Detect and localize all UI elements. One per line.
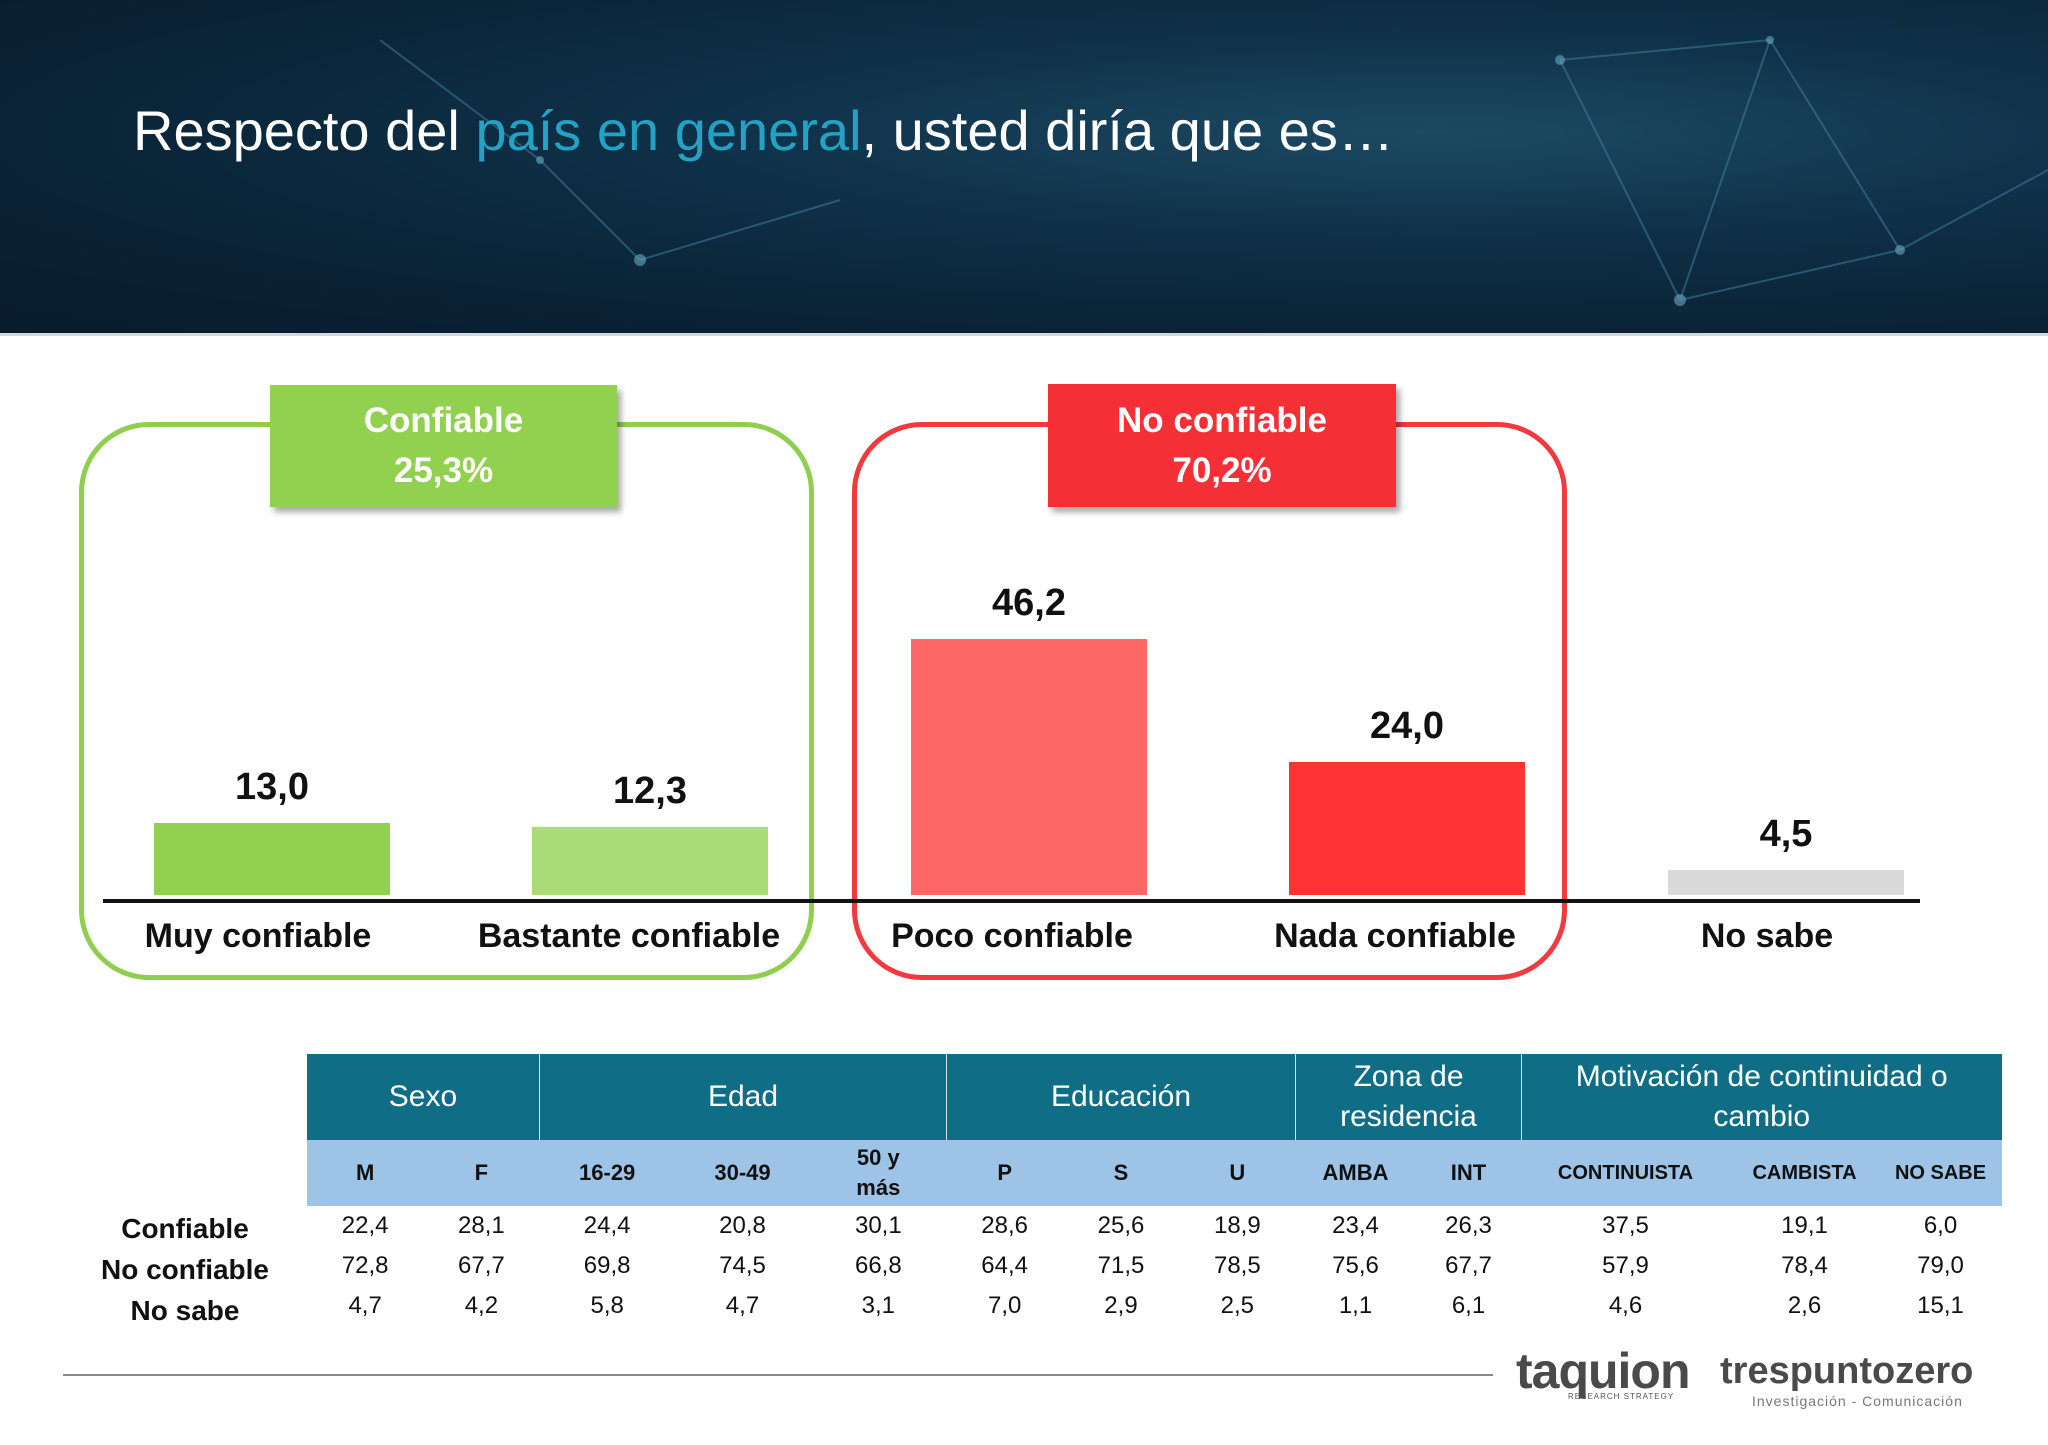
bar-value-label: 24,0 <box>1370 705 1444 747</box>
table-cell: 57,9 <box>1602 1252 1649 1279</box>
table-cell: 71,5 <box>1097 1252 1145 1279</box>
column-header: AMBA <box>1295 1140 1416 1206</box>
page-title: Respecto del país en general, usted dirí… <box>133 99 1394 162</box>
table-cell: 69,8 <box>583 1252 631 1279</box>
column-header: S <box>1062 1140 1180 1206</box>
table-cell: 72,8 <box>341 1252 389 1279</box>
table-cell: 2,9 <box>1104 1292 1138 1319</box>
table-cell: 78,5 <box>1213 1252 1261 1279</box>
bar-value-label: 4,5 <box>1760 813 1813 855</box>
bar-value-label: 46,2 <box>992 582 1066 624</box>
column-header: 16-29 <box>539 1140 675 1206</box>
table-cell: 22,4 <box>341 1212 389 1239</box>
group-header-sexo: Sexo <box>307 1054 540 1140</box>
table-column-header-row: M F 16-29 30-49 50 y más P S U AMBA INT … <box>307 1140 2002 1206</box>
table-cell: 20,8 <box>719 1212 766 1239</box>
no-confiable-group-label: No confiable 70,2% <box>1048 384 1396 507</box>
table-cell: 2,5 <box>1220 1292 1255 1319</box>
table-cell: 4,2 <box>464 1292 499 1319</box>
column-header: U <box>1179 1140 1296 1206</box>
column-header: NO SABE <box>1879 1140 2002 1206</box>
table-cell: 6,1 <box>1451 1292 1486 1319</box>
group-header-edad: Edad <box>539 1054 947 1140</box>
header-banner: Respecto del país en general, usted dirí… <box>0 0 2048 333</box>
table-cell: 15,1 <box>1917 1292 1964 1319</box>
category-label: Nada confiable <box>1274 917 1516 955</box>
table-cell: 23,4 <box>1332 1212 1379 1239</box>
table-cell: 79,0 <box>1917 1252 1964 1279</box>
table-row: 4,7 4,2 5,8 4,7 3,1 7,0 2,9 2,5 1,1 6,1 4,6 2,6 15,1 <box>307 1286 2002 1326</box>
table-cell: 4,7 <box>725 1292 760 1319</box>
bar-muy-confiable <box>154 822 390 895</box>
taquion-logo-subtitle: RESEARCH STRATEGY <box>1568 1392 1675 1401</box>
bar-value-label: 13,0 <box>235 766 309 808</box>
table-cell: 4,6 <box>1608 1292 1643 1319</box>
header-divider <box>0 333 2048 336</box>
table-cell: 5,8 <box>590 1292 624 1319</box>
category-label: No sabe <box>1701 917 1833 955</box>
column-header: F <box>423 1140 540 1206</box>
group-header-zona: Zona de residencia <box>1295 1054 1522 1140</box>
crosstab-table: Sexo Edad Educación Zona de residencia M… <box>307 1054 2002 1326</box>
table-cell: 78,4 <box>1781 1252 1828 1279</box>
table-row: 22,4 28,1 24,4 20,8 30,1 28,6 25,6 18,9 23,4 26,3… <box>307 1206 2002 1246</box>
table-cell: 30,1 <box>854 1212 902 1239</box>
group-header-motivacion: Motivación de continuidad o cambio <box>1521 1054 2002 1140</box>
category-label: Poco confiable <box>891 917 1133 955</box>
column-header: 50 y más <box>810 1140 947 1206</box>
confiable-group-label: Confiable 25,3% <box>270 385 617 507</box>
table-cell: 3,1 <box>861 1292 896 1319</box>
table-row-labels: Confiable No confiable No sabe <box>85 1208 285 1331</box>
row-label: No confiable <box>100 1254 269 1285</box>
table-cell: 7,0 <box>987 1292 1022 1319</box>
bar-value-label: 12,3 <box>613 770 687 812</box>
taquion-logo: taquion <box>1516 1343 1691 1399</box>
trespuntozero-logo: trespuntozero <box>1720 1350 1974 1392</box>
row-label: Confiable <box>121 1213 249 1244</box>
row-label: No sabe <box>130 1295 240 1326</box>
bar-chart: 13,0 Muy confiable 12,3 Bastante confiable 4… <box>103 582 1920 955</box>
group-header-educacion: Educación <box>946 1054 1296 1140</box>
table-cell: 64,4 <box>981 1252 1029 1279</box>
table-cell: 25,6 <box>1097 1212 1145 1239</box>
table-cell: 67,7 <box>458 1252 505 1279</box>
network-background <box>379 36 2048 306</box>
bar-poco-confiable <box>911 639 1147 895</box>
table-cell: 74,5 <box>719 1252 766 1279</box>
footer-divider <box>63 1374 1493 1376</box>
table-cell: 18,9 <box>1213 1212 1261 1239</box>
table-cell: 6,0 <box>1923 1212 1958 1239</box>
category-label: Bastante confiable <box>478 917 780 955</box>
column-header: 30-49 <box>674 1140 811 1206</box>
column-header: INT <box>1415 1140 1522 1206</box>
table-cell: 4,7 <box>348 1292 382 1319</box>
bar-nada-confiable <box>1289 762 1525 895</box>
table-cell: 75,6 <box>1332 1252 1379 1279</box>
category-label: Muy confiable <box>145 917 372 955</box>
column-header: M <box>307 1140 424 1206</box>
table-cell: 28,6 <box>981 1212 1029 1239</box>
table-cell: 67,7 <box>1445 1252 1492 1279</box>
table-cell: 24,4 <box>583 1212 631 1239</box>
bar-bastante-confiable <box>532 826 768 895</box>
table-row: 72,8 67,7 69,8 74,5 66,8 64,4 71,5 78,5 75,6 67,7… <box>307 1246 2002 1286</box>
table-cell: 1,1 <box>1338 1292 1373 1319</box>
table-cell: 66,8 <box>854 1252 902 1279</box>
table-group-header-row: Sexo Edad Educación Zona de residencia M… <box>307 1054 2002 1140</box>
column-header: CONTINUISTA <box>1521 1140 1730 1206</box>
table-cell: 2,6 <box>1787 1292 1822 1319</box>
column-header: P <box>946 1140 1063 1206</box>
table-cell: 37,5 <box>1602 1212 1649 1239</box>
table-cell: 26,3 <box>1445 1212 1492 1239</box>
bar-no-sabe <box>1668 870 1904 895</box>
table-cell: 28,1 <box>458 1212 505 1239</box>
trespuntozero-logo-subtitle: Investigación - Comunicación <box>1752 1393 1963 1409</box>
column-header: CAMBISTA <box>1729 1140 1880 1206</box>
table-cell: 19,1 <box>1781 1212 1828 1239</box>
